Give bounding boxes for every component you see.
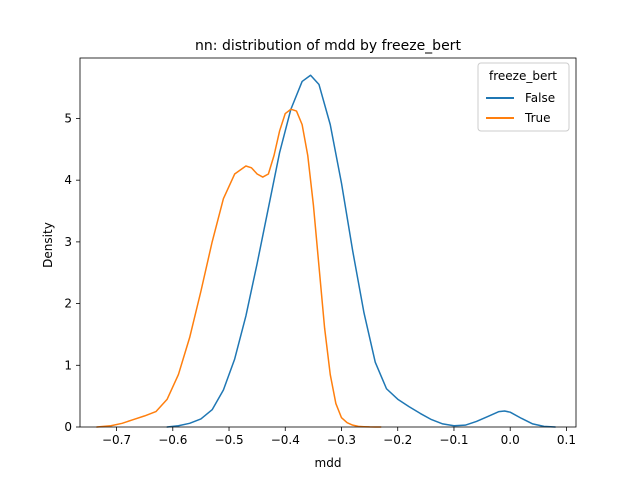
y-tick-label: 4 [64,173,72,187]
density-line-true [96,108,382,428]
legend-title: freeze_bert [489,69,557,83]
plot-frame [79,57,577,428]
y-axis: 0 1 2 3 4 5 [64,111,80,434]
x-tick-label: 0.0 [501,433,520,447]
chart-title: nn: distribution of mdd by freeze_bert [195,38,461,54]
legend-label-false: False [525,91,555,105]
x-tick-label: 0.1 [557,433,576,447]
x-tick-label: −0.4 [271,433,300,447]
x-tick-label: −0.7 [102,433,131,447]
y-axis-label: Density [41,222,55,268]
density-line-false [166,74,556,428]
y-tick-label: 3 [64,235,72,249]
y-tick-label: 1 [64,358,72,372]
x-tick-label: −0.2 [383,433,412,447]
x-axis-label: mdd [315,456,342,470]
x-tick-label: −0.5 [214,433,243,447]
x-tick-label: −0.6 [158,433,187,447]
legend-frame [477,62,570,132]
legend: freeze_bert False True [477,62,570,132]
legend-label-true: True [524,111,551,125]
y-tick-label: 2 [64,297,72,311]
y-tick-label: 0 [64,420,72,434]
x-tick-label: −0.1 [439,433,468,447]
plot-area [79,57,577,428]
y-tick-label: 5 [64,111,72,125]
x-tick-label: −0.3 [327,433,356,447]
x-axis: −0.7 −0.6 −0.5 −0.4 −0.3 −0.2 −0.1 0.0 0.1 [102,427,576,447]
